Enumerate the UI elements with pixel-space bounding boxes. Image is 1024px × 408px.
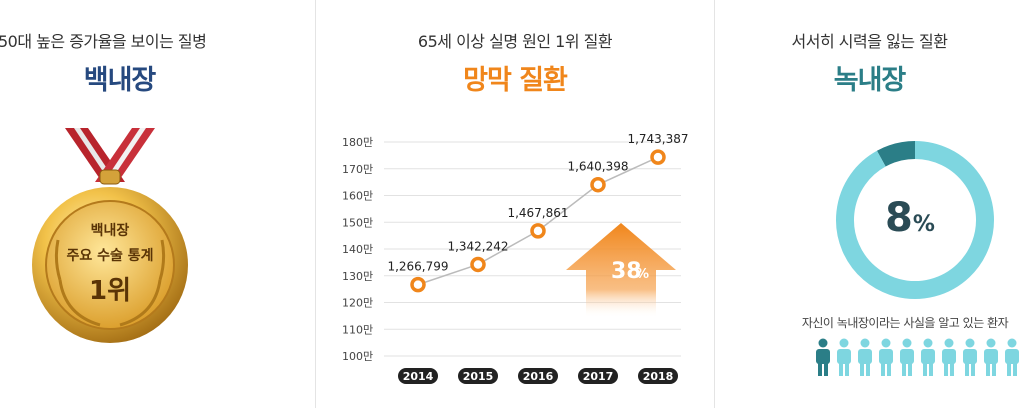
donut-slice-미인지	[836, 141, 994, 299]
retina-subtitle: 65세 이상 실명 원인 1위 질환	[417, 32, 613, 51]
x-tick-label: 2015	[463, 370, 494, 383]
awareness-percent-unit: %	[912, 212, 935, 237]
data-point	[650, 149, 666, 165]
person-icon	[1005, 338, 1019, 376]
y-tick-label: 170만	[342, 163, 373, 176]
data-label: 1,640,398	[567, 160, 628, 174]
person-icon	[963, 338, 977, 376]
y-tick-label: 120만	[342, 297, 373, 310]
y-tick-label: 150만	[342, 216, 373, 229]
medal: 백내장 주요 수술 통계 1위	[30, 120, 210, 370]
cataract-subtitle: 50대 높은 증가율을 보이는 질병	[0, 32, 207, 51]
x-tick-pill	[518, 368, 558, 384]
cataract-title: 백내장	[83, 65, 157, 96]
x-tick-pill	[578, 368, 618, 384]
glaucoma-subtitle: 서서히 시력을 잃는 질환	[791, 32, 948, 51]
growth-badge-unit: %	[636, 267, 649, 282]
data-point	[590, 176, 606, 193]
growth-badge-value: 38	[611, 259, 642, 284]
donut-slice-인지	[876, 141, 916, 167]
person-icon	[900, 338, 914, 376]
medal-line-1: 백내장	[90, 223, 130, 239]
awareness-donut-chart	[836, 141, 994, 299]
awareness-percent: 8%	[885, 195, 935, 241]
people-icons	[816, 338, 1019, 376]
person-icon	[858, 338, 872, 376]
x-tick-pill	[398, 368, 438, 384]
y-tick-label: 130만	[342, 270, 373, 283]
person-icon	[984, 338, 998, 376]
cataract-panel: 50대 높은 증가율을 보이는 질병 백내장	[0, 0, 315, 408]
person-icon	[879, 338, 893, 376]
patient-line-chart: 100만 110만 120만 130만 140만 150만 160만 170만 180만 2014…	[342, 132, 689, 384]
person-icon	[921, 338, 935, 376]
person-icon	[942, 338, 956, 376]
x-tick-pill	[458, 368, 498, 384]
data-label: 1,743,387	[627, 132, 688, 146]
y-tick-label: 140만	[342, 243, 373, 256]
retina-title: 망막 질환	[463, 65, 568, 96]
data-label: 1,342,242	[447, 239, 508, 253]
data-label: 1,467,861	[507, 206, 568, 220]
data-point	[410, 276, 426, 293]
medal-icon	[32, 128, 188, 343]
data-point	[530, 223, 546, 239]
retina-panel: 65세 이상 실명 원인 1위 질환 망막 질환 100만 110만 120만 130…	[315, 0, 715, 408]
person-icon	[837, 338, 851, 376]
y-tick-label: 180만	[342, 136, 373, 149]
x-tick-label: 2014	[403, 370, 434, 383]
x-tick-label: 2016	[523, 370, 554, 383]
y-tick-label: 100만	[342, 350, 373, 363]
awareness-note: 자신이 녹내장이라는 사실을 알고 있는 환자	[801, 316, 1009, 330]
medal-line-3: 1위	[88, 276, 131, 306]
data-label: 1,266,799	[387, 260, 448, 274]
data-point	[470, 256, 486, 273]
y-tick-label: 110만	[342, 323, 373, 336]
awareness-percent-value: 8	[885, 195, 913, 241]
person-icon	[816, 338, 830, 376]
glaucoma-title: 녹내장	[833, 65, 907, 96]
x-tick-label: 2018	[643, 370, 674, 383]
y-tick-label: 160만	[342, 190, 373, 203]
medal-line-2: 주요 수술 통계	[66, 248, 154, 264]
x-tick-pill	[638, 368, 678, 384]
glaucoma-panel: 서서히 시력을 잃는 질환 녹내장 8% 자신이 녹내장이라는 사실을 알고 있…	[715, 0, 1024, 408]
x-tick-label: 2017	[583, 370, 614, 383]
growth-arrow-icon	[566, 223, 676, 318]
